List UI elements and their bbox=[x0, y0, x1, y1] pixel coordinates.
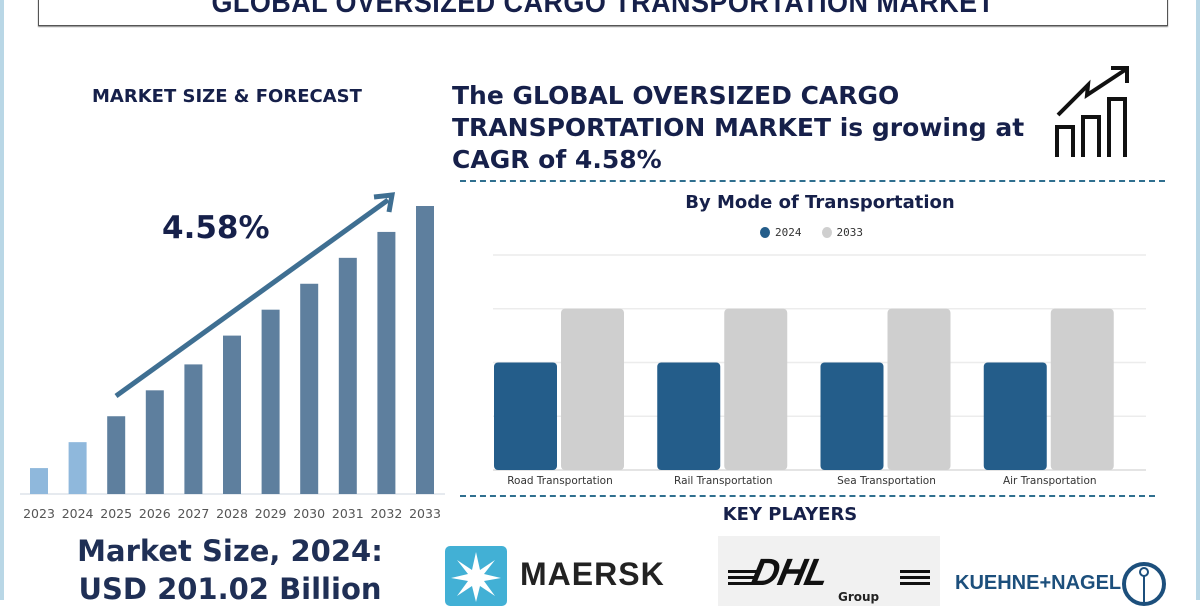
bar-road-2033 bbox=[561, 308, 624, 470]
bar-sea-2024 bbox=[820, 362, 884, 470]
dhl-stripes bbox=[728, 570, 930, 585]
market-size: Market Size, 2024: USD 201.02 Billion bbox=[20, 532, 440, 608]
key-players-title: KEY PLAYERS bbox=[722, 504, 858, 525]
tick-label-2030: 2030 bbox=[293, 506, 325, 521]
bar-2026 bbox=[145, 390, 164, 494]
mode-bar-chart: Road Transportation Rail Transportation Se… bbox=[493, 254, 1146, 487]
tick-label-2024: 2024 bbox=[62, 506, 94, 521]
tick-label-2032: 2032 bbox=[370, 506, 402, 521]
bar-2023 bbox=[30, 468, 48, 494]
legend-label: 2033 bbox=[836, 226, 864, 239]
growth-chart-icon bbox=[1055, 66, 1129, 157]
bar-2028 bbox=[223, 335, 241, 494]
bar-2025 bbox=[107, 416, 126, 494]
chart-legend: 2024 2033 bbox=[760, 226, 863, 239]
star-icon bbox=[451, 552, 501, 602]
legend-label: 2024 bbox=[775, 226, 802, 239]
tick-label-2029: 2029 bbox=[255, 506, 287, 521]
divider-top bbox=[460, 180, 1165, 182]
bar-road-2024 bbox=[494, 362, 557, 470]
bar-2033 bbox=[416, 206, 434, 494]
forecast-heading: MARKET SIZE & FORECAST bbox=[92, 86, 362, 107]
bar-2031 bbox=[338, 257, 357, 494]
legend-swatch bbox=[760, 227, 770, 238]
bar-2024 bbox=[68, 442, 87, 494]
forecast-bar-chart: 2023 2024 2025 2026 2027 2028 2029 2030 2031 2032… bbox=[20, 192, 445, 521]
divider-bottom bbox=[460, 495, 1155, 497]
category-label: Road Transportation bbox=[507, 475, 613, 487]
anchor-icon bbox=[1122, 562, 1166, 606]
legend-item-2033: 2033 bbox=[821, 226, 864, 239]
maersk-star-logo bbox=[445, 546, 507, 606]
kuehne-nagel-logo-text: KUEHNE+NAGEL bbox=[955, 572, 1122, 594]
bar-air-2024 bbox=[983, 362, 1047, 470]
tick-label-2031: 2031 bbox=[332, 506, 364, 521]
cagr-headline: The GLOBAL OVERSIZED CARGO TRANSPORTATIO… bbox=[452, 81, 1025, 174]
trend-arrow-head bbox=[373, 192, 396, 213]
tick-label-2026: 2026 bbox=[139, 506, 171, 521]
category-label: Rail Transportation bbox=[674, 475, 773, 487]
frame-border-right bbox=[1196, 0, 1200, 600]
tick-label-2027: 2027 bbox=[177, 506, 209, 521]
bar-2030 bbox=[300, 283, 319, 494]
market-size-value: USD 201.02 Billion bbox=[78, 572, 382, 606]
legend-swatch bbox=[821, 227, 832, 238]
bar-rail-2033 bbox=[724, 308, 788, 470]
legend-item-2024: 2024 bbox=[760, 226, 802, 239]
cagr-annotation: 4.58% bbox=[162, 210, 270, 246]
bar-sea-2033 bbox=[887, 308, 951, 470]
tick-label-2025: 2025 bbox=[100, 506, 132, 521]
frame-border-left bbox=[0, 0, 4, 600]
tick-label-2028: 2028 bbox=[216, 506, 248, 521]
trend-arrow bbox=[114, 197, 390, 399]
tick-label-2023: 2023 bbox=[23, 506, 55, 521]
bar-2027 bbox=[184, 364, 203, 494]
bar-2029 bbox=[261, 309, 280, 494]
page-title: GLOBAL OVERSIZED CARGO TRANSPORTATION MA… bbox=[211, 0, 995, 19]
title-banner: GLOBAL OVERSIZED CARGO TRANSPORTATION MA… bbox=[38, 0, 1168, 26]
market-size-label: Market Size, 2024: bbox=[77, 534, 383, 568]
dhl-group-text: Group bbox=[838, 590, 880, 604]
bar-2032 bbox=[377, 231, 396, 495]
dhl-logo-text: DHL bbox=[747, 552, 832, 594]
category-label: Sea Transportation bbox=[837, 475, 936, 487]
category-label: Air Transportation bbox=[1003, 475, 1097, 487]
maersk-logo-text: MAERSK bbox=[520, 556, 665, 592]
chart-title: By Mode of Transportation bbox=[685, 192, 955, 213]
tick-label-2033: 2033 bbox=[409, 506, 441, 521]
bar-rail-2024 bbox=[657, 362, 721, 470]
bar-air-2033 bbox=[1050, 308, 1114, 470]
